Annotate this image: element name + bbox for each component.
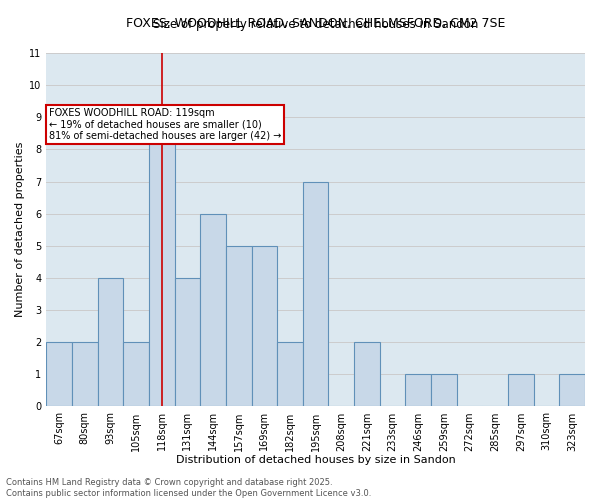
Bar <box>98 278 123 406</box>
Bar <box>46 342 72 406</box>
Bar <box>123 342 149 406</box>
Bar <box>431 374 457 406</box>
Y-axis label: Number of detached properties: Number of detached properties <box>15 142 25 318</box>
Bar <box>175 278 200 406</box>
Bar <box>277 342 303 406</box>
Bar <box>559 374 585 406</box>
Bar <box>149 118 175 406</box>
Text: FOXES, WOODHILL ROAD, SANDON, CHELMSFORD, CM2 7SE: FOXES, WOODHILL ROAD, SANDON, CHELMSFORD… <box>126 17 505 30</box>
X-axis label: Distribution of detached houses by size in Sandon: Distribution of detached houses by size … <box>176 455 455 465</box>
Bar <box>303 182 328 406</box>
Text: FOXES WOODHILL ROAD: 119sqm
← 19% of detached houses are smaller (10)
81% of sem: FOXES WOODHILL ROAD: 119sqm ← 19% of det… <box>49 108 281 141</box>
Bar <box>200 214 226 406</box>
Bar <box>354 342 380 406</box>
Bar <box>72 342 98 406</box>
Title: Size of property relative to detached houses in Sandon: Size of property relative to detached ho… <box>153 18 478 31</box>
Text: Contains HM Land Registry data © Crown copyright and database right 2025.
Contai: Contains HM Land Registry data © Crown c… <box>6 478 371 498</box>
Bar <box>406 374 431 406</box>
Bar <box>508 374 533 406</box>
Bar <box>251 246 277 406</box>
Bar <box>226 246 251 406</box>
